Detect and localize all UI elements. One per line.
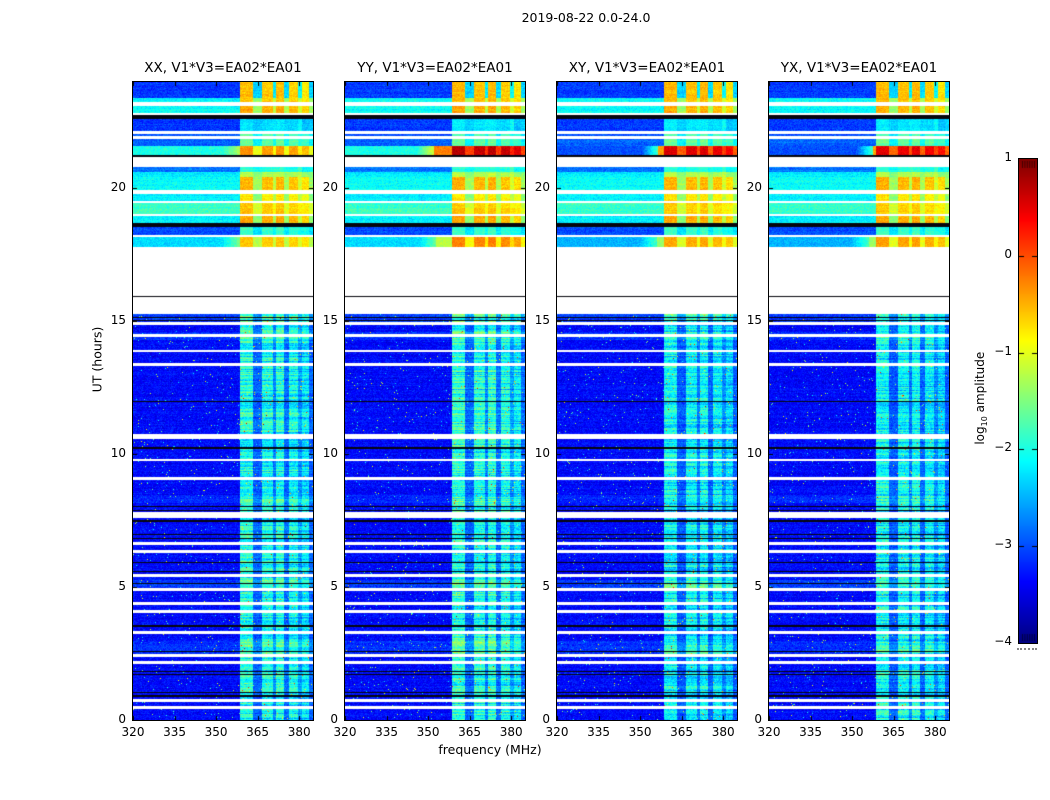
colorbar-tick-label: 1 — [1004, 150, 1012, 164]
x-tick-label: 320 — [121, 725, 145, 739]
x-tick-label: 335 — [587, 725, 610, 739]
y-axis-label: UT (hours) — [89, 326, 105, 393]
y-tick-label: 5 — [330, 579, 338, 594]
y-tick-label: 20 — [746, 180, 762, 195]
panel-title-xx: XX, V1*V3=EA02*EA01 — [144, 60, 302, 76]
figure-title: 2019-08-22 0.0-24.0 — [521, 10, 651, 25]
colorbar-tick-label: −2 — [994, 440, 1012, 455]
y-tick-label: 10 — [322, 446, 338, 461]
y-tick-label: 15 — [746, 313, 762, 328]
colorbar-tick-label: −4 — [994, 634, 1012, 648]
panel-xx — [132, 81, 314, 721]
x-tick-label: 350 — [840, 725, 864, 739]
x-tick-label: 320 — [545, 725, 569, 739]
colorbar-tick-label: 0 — [1004, 246, 1012, 261]
x-tick-label: 320 — [333, 725, 357, 739]
y-tick-label: 10 — [110, 446, 126, 461]
x-tick-label: 365 — [882, 725, 906, 739]
x-tick-label: 380 — [287, 725, 311, 739]
y-tick-label: 0 — [542, 712, 550, 726]
x-tick-label: 335 — [163, 725, 186, 739]
x-tick-label: 365 — [458, 725, 482, 739]
y-tick-label: 5 — [118, 579, 126, 594]
y-tick-label: 0 — [330, 712, 338, 726]
x-axis-label: frequency (MHz) — [438, 742, 542, 757]
y-tick-label: 20 — [534, 180, 550, 195]
x-tick-label: 335 — [375, 725, 398, 739]
panel-title-yy: YY, V1*V3=EA02*EA01 — [357, 60, 513, 76]
x-tick-label: 380 — [711, 725, 735, 739]
panel-yy — [344, 81, 526, 721]
panel-yx — [768, 81, 950, 721]
x-tick-label: 350 — [628, 725, 652, 739]
spectrogram-canvas-yx — [769, 82, 949, 720]
y-tick-label: 0 — [754, 712, 762, 726]
colorbar — [1018, 158, 1038, 644]
x-tick-label: 365 — [246, 725, 270, 739]
y-tick-label: 5 — [754, 579, 762, 594]
panel-title-xy: XY, V1*V3=EA02*EA01 — [568, 60, 726, 76]
y-tick-label: 20 — [110, 180, 126, 195]
y-tick-label: 5 — [542, 579, 550, 594]
x-tick-label: 380 — [923, 725, 947, 739]
colorbar-label: log10 amplitude — [972, 351, 990, 445]
colorbar-underflow-dots — [1017, 648, 1037, 650]
x-tick-label: 380 — [499, 725, 523, 739]
y-tick-label: 15 — [322, 313, 338, 328]
colorbar-tick-label: −3 — [994, 537, 1012, 552]
x-tick-label: 365 — [670, 725, 694, 739]
spectrogram-canvas-yy — [345, 82, 525, 720]
y-tick-label: 15 — [534, 313, 550, 328]
panel-title-yx: YX, V1*V3=EA02*EA01 — [780, 60, 938, 76]
x-tick-label: 320 — [757, 725, 781, 739]
panel-xy — [556, 81, 738, 721]
x-tick-label: 335 — [799, 725, 822, 739]
y-tick-label: 15 — [110, 313, 126, 328]
spectrogram-canvas-xy — [557, 82, 737, 720]
x-tick-label: 350 — [416, 725, 440, 739]
y-tick-label: 0 — [118, 712, 126, 726]
y-tick-label: 10 — [746, 446, 762, 461]
y-tick-label: 10 — [534, 446, 550, 461]
spectrogram-canvas-xx — [133, 82, 313, 720]
y-tick-label: 20 — [322, 180, 338, 195]
colorbar-tick-label: −1 — [994, 343, 1012, 358]
x-tick-label: 350 — [204, 725, 228, 739]
